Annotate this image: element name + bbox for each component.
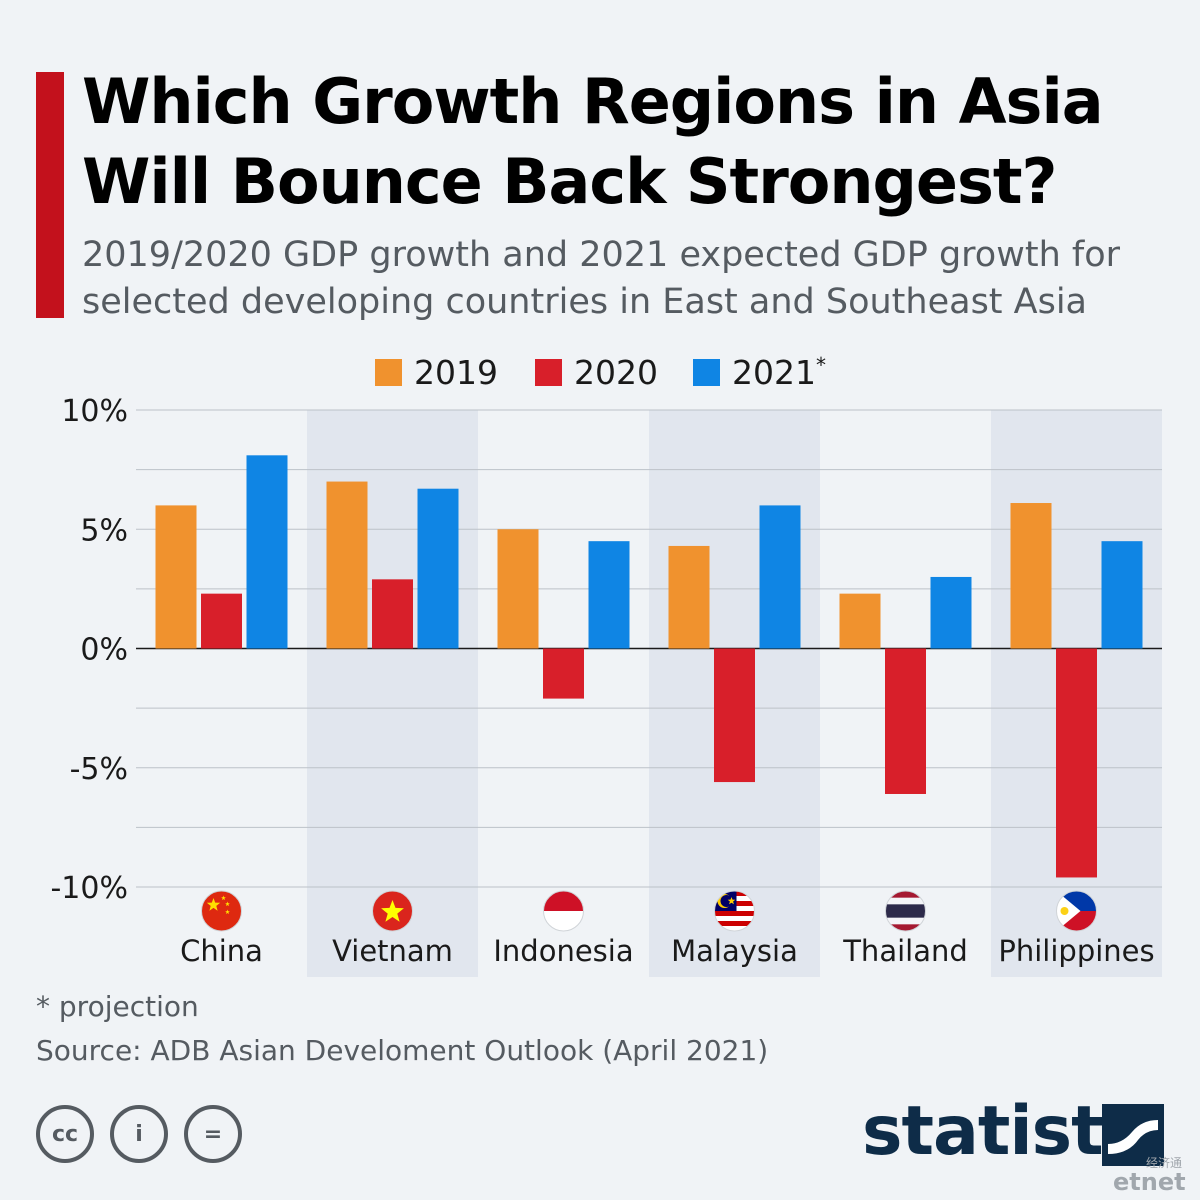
flag-outline <box>714 890 755 932</box>
thailand-flag-icon <box>885 890 926 932</box>
bar-thailand-2021 <box>930 576 972 649</box>
flag-star <box>221 895 226 900</box>
flag-field <box>201 891 242 931</box>
flag-stripe <box>714 926 755 931</box>
bar-china-2020 <box>201 593 242 649</box>
statista-logo-icon[interactable] <box>1102 1104 1164 1166</box>
y-tick-label: 5% <box>80 513 128 548</box>
title-accent-bar <box>36 72 64 318</box>
cc-icon[interactable]: cc <box>36 1105 94 1163</box>
y-tick-label: -5% <box>70 752 128 787</box>
flag-sun <box>1060 907 1069 915</box>
flag-top-stripe <box>543 891 584 911</box>
y-tick-label: -10% <box>50 871 128 906</box>
legend-swatch-2019 <box>375 358 402 386</box>
flag-stripe <box>714 911 755 916</box>
legend-item-2020: 2020 <box>535 352 658 392</box>
flag-star <box>225 909 230 914</box>
flag-body <box>714 891 755 931</box>
bar-malaysia-2020 <box>714 648 755 783</box>
legend-label-2019: 2019 <box>414 352 498 392</box>
flag-crescent-cut <box>720 895 733 907</box>
flag-outline <box>543 890 584 932</box>
legend-label-2021-sup: * <box>815 352 826 377</box>
bar-vietnam-2020 <box>372 579 413 649</box>
legend-label-2021: 2021* <box>732 353 826 392</box>
no-derivatives-icon[interactable]: = <box>184 1105 242 1163</box>
bar-indonesia-2019 <box>497 529 539 649</box>
bar-china-2021 <box>246 455 288 649</box>
legend-label-2020: 2020 <box>574 352 658 392</box>
flag-stripe <box>885 891 926 899</box>
flag-outline <box>885 890 926 932</box>
category-label-malaysia: Malaysia <box>671 934 798 968</box>
bar-philippines-2020 <box>1056 648 1097 878</box>
bar-vietnam-2021 <box>417 488 459 649</box>
watermark-cn: 经济通 <box>1146 1156 1183 1170</box>
bar-philippines-2021 <box>1101 541 1143 649</box>
category-label-indonesia: Indonesia <box>493 934 633 968</box>
category-label-philippines: Philippines <box>998 934 1154 968</box>
category-label-china: China <box>180 934 263 968</box>
watermark-etnet: etnet <box>1113 1168 1186 1196</box>
china-flag-icon <box>201 890 242 932</box>
flag-outline <box>1056 890 1097 932</box>
flag-stripe <box>885 917 926 925</box>
footnote: * projection <box>36 990 199 1023</box>
chart-subtitle: 2019/2020 GDP growth and 2021 expected G… <box>82 235 1121 322</box>
flag-stripe <box>885 924 926 931</box>
flag-stripe <box>714 916 755 921</box>
flag-star <box>225 901 230 906</box>
legend-swatch-2020 <box>535 358 562 386</box>
legend-swatch-2021 <box>693 358 720 386</box>
vietnam-flag-icon <box>372 890 413 932</box>
flag-outline <box>201 890 242 932</box>
y-tick-label: 0% <box>80 633 128 668</box>
flag-outline <box>372 890 413 932</box>
flag-star <box>727 897 736 905</box>
category-label-thailand: Thailand <box>842 934 968 968</box>
flag-body <box>543 891 584 931</box>
flag-bottom-stripe <box>543 911 584 931</box>
bar-malaysia-2019 <box>668 545 710 649</box>
philippines-flag-icon <box>1056 890 1097 932</box>
flag-stripe <box>885 897 926 905</box>
flag-stripe <box>885 911 926 919</box>
license-icons: cc i = <box>36 1105 258 1163</box>
chart-title: Which Growth Regions in Asia Will Bounce… <box>82 65 1104 218</box>
malaysia-flag-icon <box>714 890 755 932</box>
bar-china-2019 <box>155 505 197 649</box>
bar-indonesia-2020 <box>543 648 584 699</box>
flag-body <box>1056 891 1097 931</box>
indonesia-flag-icon <box>543 890 584 932</box>
legend-label-2021-text: 2021 <box>732 352 816 392</box>
flag-stripe <box>885 904 926 912</box>
bar-thailand-2019 <box>839 593 881 649</box>
flag-body <box>885 891 926 931</box>
legend-item-2021: 2021* <box>693 352 826 392</box>
flag-star <box>206 898 221 911</box>
y-tick-label: 10% <box>61 395 128 429</box>
bar-indonesia-2021 <box>588 541 630 649</box>
bar-vietnam-2019 <box>326 481 368 649</box>
legend: 2019 2020 2021* <box>0 352 1200 392</box>
flag-stripe <box>714 921 755 926</box>
bar-thailand-2020 <box>885 648 926 794</box>
attribution-icon[interactable]: i <box>110 1105 168 1163</box>
legend-item-2019: 2019 <box>375 352 498 392</box>
flag-body <box>201 891 242 931</box>
bar-malaysia-2021 <box>759 505 801 649</box>
category-label-vietnam: Vietnam <box>332 934 453 968</box>
flag-body <box>372 891 413 931</box>
flag-star <box>381 900 404 922</box>
statista-logo-text[interactable]: statista <box>862 1092 1149 1171</box>
bar-chart: -10% -5% 0% 5% 10% China Vietnam Indonesia Malay… <box>50 395 1162 977</box>
source-note: Source: ADB Asian Develoment Outlook (Ap… <box>36 1034 769 1067</box>
bar-philippines-2019 <box>1010 503 1052 649</box>
